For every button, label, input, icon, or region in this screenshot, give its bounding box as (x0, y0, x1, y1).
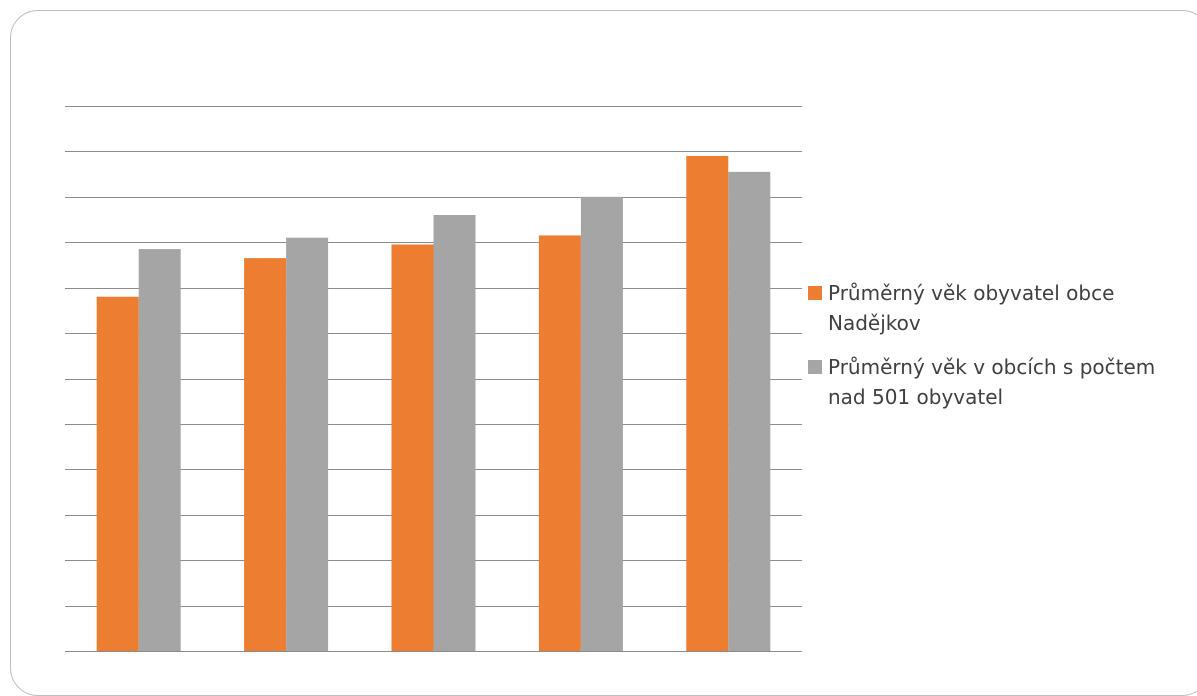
legend-swatch-series-2 (808, 360, 822, 374)
bar-series-2-category-2 (286, 237, 329, 652)
legend-swatch-series-1 (808, 286, 822, 300)
bar-series-2-category-5 (728, 171, 771, 651)
bar-chart (65, 106, 802, 652)
bar-series-1-category-3 (391, 244, 434, 652)
bar-series-1-category-1 (96, 296, 139, 651)
bar-series-1-category-5 (686, 155, 729, 652)
legend-label-series-2: Průměrný věk v obcích s počtem nad 501 o… (828, 355, 1156, 409)
legend: Průměrný věk obyvatel obce Nadějkov Prům… (808, 278, 1188, 426)
bar-series-2-category-1 (138, 249, 181, 651)
legend-item-series-2: Průměrný věk v obcích s počtem nad 501 o… (808, 352, 1188, 412)
bar-series-1-category-2 (244, 258, 287, 651)
legend-label-series-1: Průměrný věk obyvatel obce Nadějkov (828, 281, 1115, 335)
bar-series-2-category-3 (433, 215, 476, 651)
bars (96, 155, 771, 652)
bar-series-1-category-4 (538, 235, 581, 651)
bar-series-2-category-4 (580, 196, 623, 652)
legend-item-series-1: Průměrný věk obyvatel obce Nadějkov (808, 278, 1188, 338)
